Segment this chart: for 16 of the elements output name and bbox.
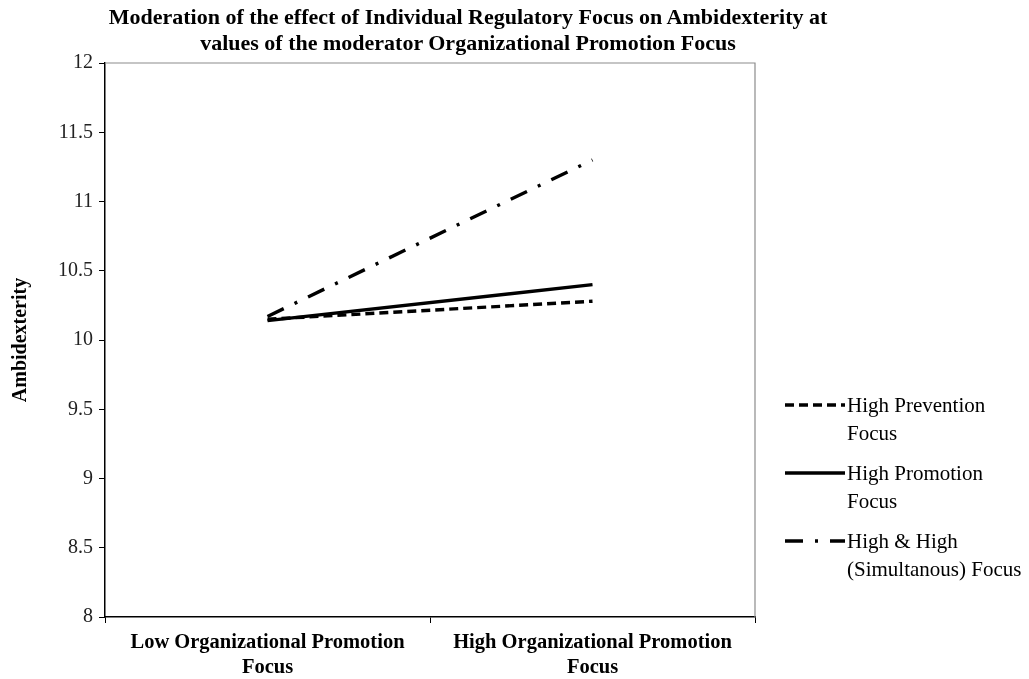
y-tick-label: 8.5 xyxy=(68,535,93,557)
legend-label: High Prevention Focus xyxy=(847,392,987,447)
y-tick-label: 11 xyxy=(73,188,93,211)
legend-label: High & High (Simultanous) Focus xyxy=(847,528,1023,583)
y-axis-title: Ambidexterity xyxy=(8,277,32,403)
x-tick-label: Low Organizational Promotion Focus xyxy=(130,630,406,677)
y-tick-label: 10 xyxy=(73,327,93,350)
y-tick-label: 12 xyxy=(73,50,93,73)
y-tick-label: 8 xyxy=(83,604,93,627)
y-tick-label: 11.5 xyxy=(58,119,93,142)
y-tick-label: 9.5 xyxy=(68,396,93,419)
x-tick-label: High Organizational Promotion Focus xyxy=(453,630,733,677)
chart-title: Moderation of the effect of Individual Regulatory Focus on Ambidexterity at values of the moderator Organizational Promotion Focus xyxy=(108,4,828,55)
y-tick-label: 10.5 xyxy=(58,258,93,280)
legend-label: High Promotion Focus xyxy=(847,460,984,515)
y-tick-label: 9 xyxy=(83,465,93,488)
